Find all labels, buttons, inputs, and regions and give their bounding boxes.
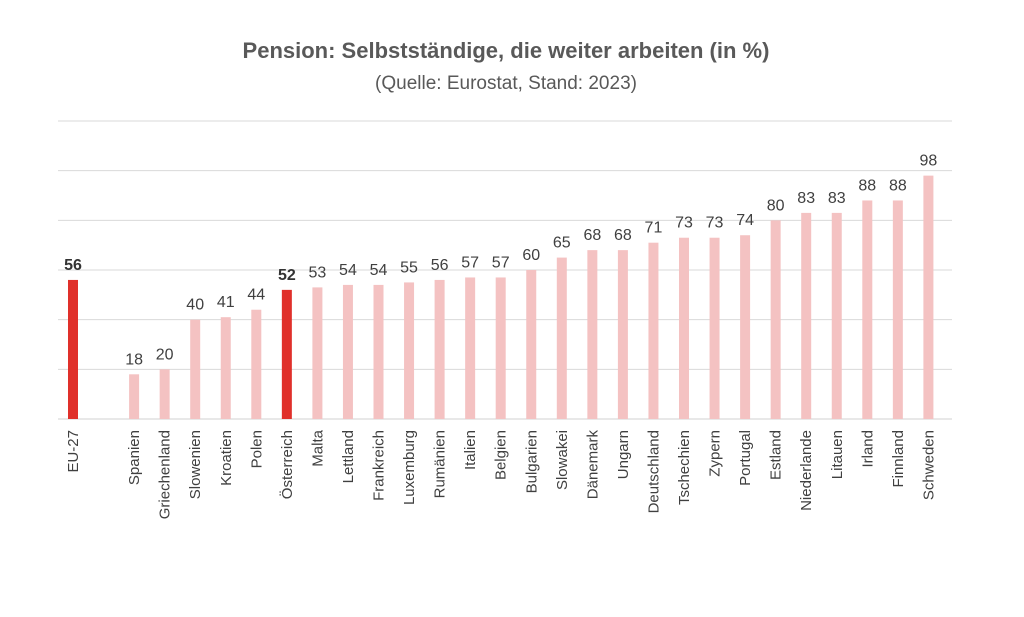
category-label: Italien <box>462 430 479 470</box>
bar <box>679 237 689 419</box>
data-label: 88 <box>889 177 907 194</box>
data-label: 71 <box>645 220 663 237</box>
category-label: Spanien <box>126 430 143 485</box>
data-label: 57 <box>492 254 510 271</box>
category-label: Polen <box>248 430 265 468</box>
category-label: Deutschland <box>645 430 662 513</box>
category-label: Tschechien <box>676 430 693 505</box>
category-label: Lettland <box>340 430 357 483</box>
category-label: EU-27 <box>65 430 82 473</box>
bar <box>434 279 445 419</box>
category-label: Frankreich <box>371 430 388 501</box>
data-label: 54 <box>339 262 357 279</box>
category-label: Bulgarien <box>523 430 540 493</box>
category-label: Schweden <box>920 430 937 500</box>
category-label: Luxemburg <box>401 430 418 505</box>
data-label: 18 <box>125 351 143 368</box>
data-label: 41 <box>217 294 235 311</box>
bar <box>587 250 598 419</box>
bar <box>159 369 170 419</box>
category-label: Ungarn <box>615 430 632 479</box>
data-label: 54 <box>370 262 388 279</box>
category-label: Portugal <box>737 430 754 486</box>
data-label: 98 <box>920 153 938 170</box>
bar <box>312 287 323 419</box>
category-label: Niederlande <box>798 430 815 511</box>
bar <box>892 200 903 419</box>
category-label: Kroatien <box>218 430 235 486</box>
category-label: Litauen <box>829 430 846 479</box>
bar <box>862 200 873 419</box>
bar <box>342 284 353 419</box>
data-label: 88 <box>858 177 876 194</box>
data-label: 56 <box>431 257 449 274</box>
bar <box>770 220 781 419</box>
category-label: Slowakei <box>554 430 571 490</box>
bar <box>190 319 201 419</box>
data-label: 83 <box>828 190 846 207</box>
data-label: 73 <box>706 215 724 232</box>
category-label: Slowenien <box>187 430 204 499</box>
data-label: 68 <box>614 227 632 244</box>
category-label: Österreich <box>278 430 296 499</box>
bar <box>220 317 231 419</box>
bar <box>281 289 292 419</box>
bar <box>617 250 628 419</box>
bar <box>556 257 567 419</box>
data-label: 52 <box>278 267 296 284</box>
bar <box>526 270 537 419</box>
data-label: 20 <box>156 346 174 363</box>
chart-subtitle: (Quelle: Eurostat, Stand: 2023) <box>375 73 637 94</box>
bar <box>923 175 934 419</box>
bar <box>801 212 812 419</box>
bar <box>495 277 506 419</box>
data-label: 65 <box>553 235 571 252</box>
category-label: Malta <box>309 429 326 466</box>
data-label: 68 <box>583 227 601 244</box>
data-label: 73 <box>675 215 693 232</box>
category-label: Dänemark <box>584 430 601 500</box>
bar <box>831 212 842 419</box>
data-label: 60 <box>522 247 540 264</box>
bar <box>740 235 751 419</box>
data-label: 80 <box>767 197 785 214</box>
bar <box>68 279 78 419</box>
category-label: Finnland <box>890 430 907 488</box>
bar <box>404 282 415 419</box>
chart-title: Pension: Selbstständige, die weiter arbe… <box>242 38 770 63</box>
bar <box>129 374 140 419</box>
data-label: 53 <box>309 264 327 281</box>
bar <box>465 277 476 419</box>
bar <box>648 242 659 419</box>
data-label: 56 <box>64 257 82 274</box>
category-label: Irland <box>859 430 876 468</box>
category-label: Zypern <box>707 430 724 477</box>
bar <box>709 237 720 419</box>
data-label: 40 <box>186 297 204 314</box>
category-label: Belgien <box>493 430 510 480</box>
category-label: Estland <box>768 430 785 480</box>
bar <box>251 309 262 419</box>
category-label: Rumänien <box>432 430 449 498</box>
data-label: 44 <box>247 287 265 304</box>
bar <box>373 284 384 419</box>
data-label: 83 <box>797 190 815 207</box>
data-label: 74 <box>736 212 754 229</box>
data-label: 57 <box>461 254 479 271</box>
category-label: Griechenland <box>157 430 174 519</box>
data-label: 55 <box>400 259 418 276</box>
